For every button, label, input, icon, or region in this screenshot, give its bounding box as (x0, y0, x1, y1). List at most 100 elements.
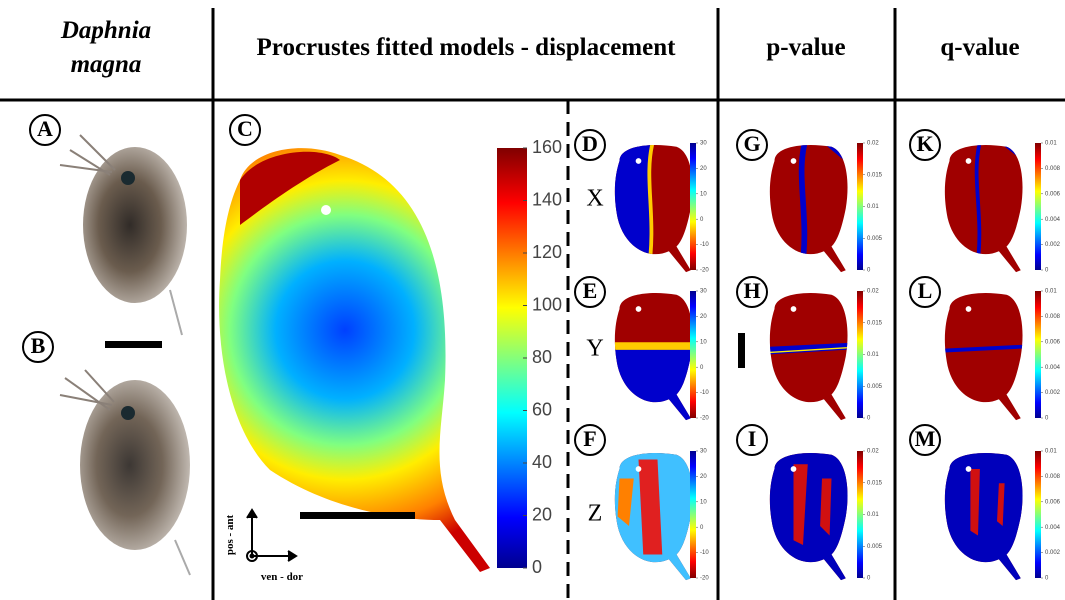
tick-label: 160 (532, 137, 562, 157)
model-panel (769, 292, 848, 421)
model-overlay (769, 452, 848, 581)
displacement-model (219, 148, 491, 573)
panel-letter-circle (574, 424, 606, 456)
scale-bar (738, 333, 745, 368)
panel-letter-circle (22, 331, 54, 363)
tick-label: 0.01 (1045, 289, 1057, 295)
axis-label: Y (586, 336, 603, 362)
eye (790, 466, 797, 472)
panel-letter: F (583, 426, 596, 451)
colorbar (690, 291, 696, 418)
column-header: p-value (766, 34, 845, 61)
tick-label: -10 (700, 550, 709, 556)
tick-label: 120 (532, 242, 562, 262)
tick-label: -20 (700, 268, 709, 274)
tick-label: 0.02 (867, 449, 879, 455)
photo-a (59, 134, 187, 336)
axis-label: X (586, 186, 603, 212)
species-name: Daphnia (60, 17, 151, 44)
overlay-region (614, 342, 693, 350)
axis-label: Z (588, 501, 603, 527)
orientation-arrows (246, 508, 298, 562)
tick-label: 0.005 (867, 544, 883, 550)
tick-label: 0.006 (1045, 499, 1061, 505)
eye (790, 158, 797, 164)
tick-label: 0.006 (1045, 339, 1061, 345)
panel-letter: M (915, 426, 936, 451)
model-panel (769, 452, 848, 581)
overlay-region (614, 144, 653, 273)
eye (635, 158, 642, 164)
tick-label: 0.002 (1045, 242, 1061, 248)
overlay-region (820, 478, 832, 536)
tick-label: 0.004 (1045, 217, 1061, 223)
model-panel (944, 452, 1023, 581)
tick-label: 0.02 (867, 289, 879, 295)
tick-label: 0.005 (867, 384, 883, 390)
scale-bar (105, 341, 162, 348)
tick-label: 20 (700, 166, 707, 172)
overlay-region (997, 483, 1005, 526)
model-panel (614, 144, 693, 273)
tick-label: 30 (700, 289, 707, 295)
panel-letter-circle (229, 114, 261, 146)
tick-label: 0.004 (1045, 525, 1061, 531)
tick-label: 0.004 (1045, 365, 1061, 371)
eye (790, 306, 797, 312)
tick-label: 0.01 (867, 204, 879, 210)
model-overlay (944, 344, 1023, 353)
panel-letter-circle (909, 129, 941, 161)
eye (635, 466, 642, 472)
tick-label: 0.015 (867, 480, 883, 486)
tick-label: 0 (1045, 416, 1049, 422)
tick-label: 80 (532, 347, 552, 367)
overlay-region (638, 459, 663, 555)
overlay-region (769, 346, 848, 354)
tick-label: 10 (700, 339, 707, 345)
tick-label: 0.02 (867, 141, 879, 147)
model-overlay (614, 144, 655, 273)
overlay-region (793, 464, 808, 545)
tick-label: 30 (700, 141, 707, 147)
tick-label: 10 (700, 191, 707, 197)
eye (965, 466, 972, 472)
model-body (769, 292, 848, 421)
overlay-region (944, 344, 1023, 353)
colorbar (857, 143, 863, 270)
tick-label: 0 (867, 416, 871, 422)
panel-letter-circle (736, 424, 768, 456)
panel-letter: G (743, 131, 760, 156)
tick-label: 0 (700, 365, 704, 371)
overlay-region (944, 452, 1023, 581)
eye (321, 205, 331, 215)
tick-label: 30 (700, 449, 707, 455)
tick-label: 0.008 (1045, 474, 1061, 480)
tick-label: 0.008 (1045, 166, 1061, 172)
tick-label: 40 (532, 452, 552, 472)
panel-letter-circle (574, 276, 606, 308)
panel-letter-circle (736, 129, 768, 161)
model-overlay (944, 452, 1023, 581)
colorbar (857, 291, 863, 418)
tick-label: -20 (700, 416, 709, 422)
tick-label: 0.01 (867, 352, 879, 358)
tick-label: 0.002 (1045, 550, 1061, 556)
panel-letter: B (31, 333, 46, 358)
tick-label: 140 (532, 189, 562, 209)
eye (965, 306, 972, 312)
overlay-region (970, 469, 980, 536)
scale-bar (300, 512, 415, 519)
model-body (944, 292, 1023, 421)
panel-letter: D (582, 131, 598, 156)
tick-label: 0.008 (1045, 314, 1061, 320)
overlay-region (617, 478, 634, 526)
model-overlay (769, 342, 848, 355)
model-panel (944, 292, 1023, 421)
colorbar (857, 451, 863, 578)
panel-letter: C (237, 116, 253, 141)
species-name: magna (71, 51, 142, 78)
tick-label: 0.005 (867, 236, 883, 242)
panel-letter-circle (909, 276, 941, 308)
tick-label: 0.01 (1045, 141, 1057, 147)
colorbar (1035, 143, 1041, 270)
